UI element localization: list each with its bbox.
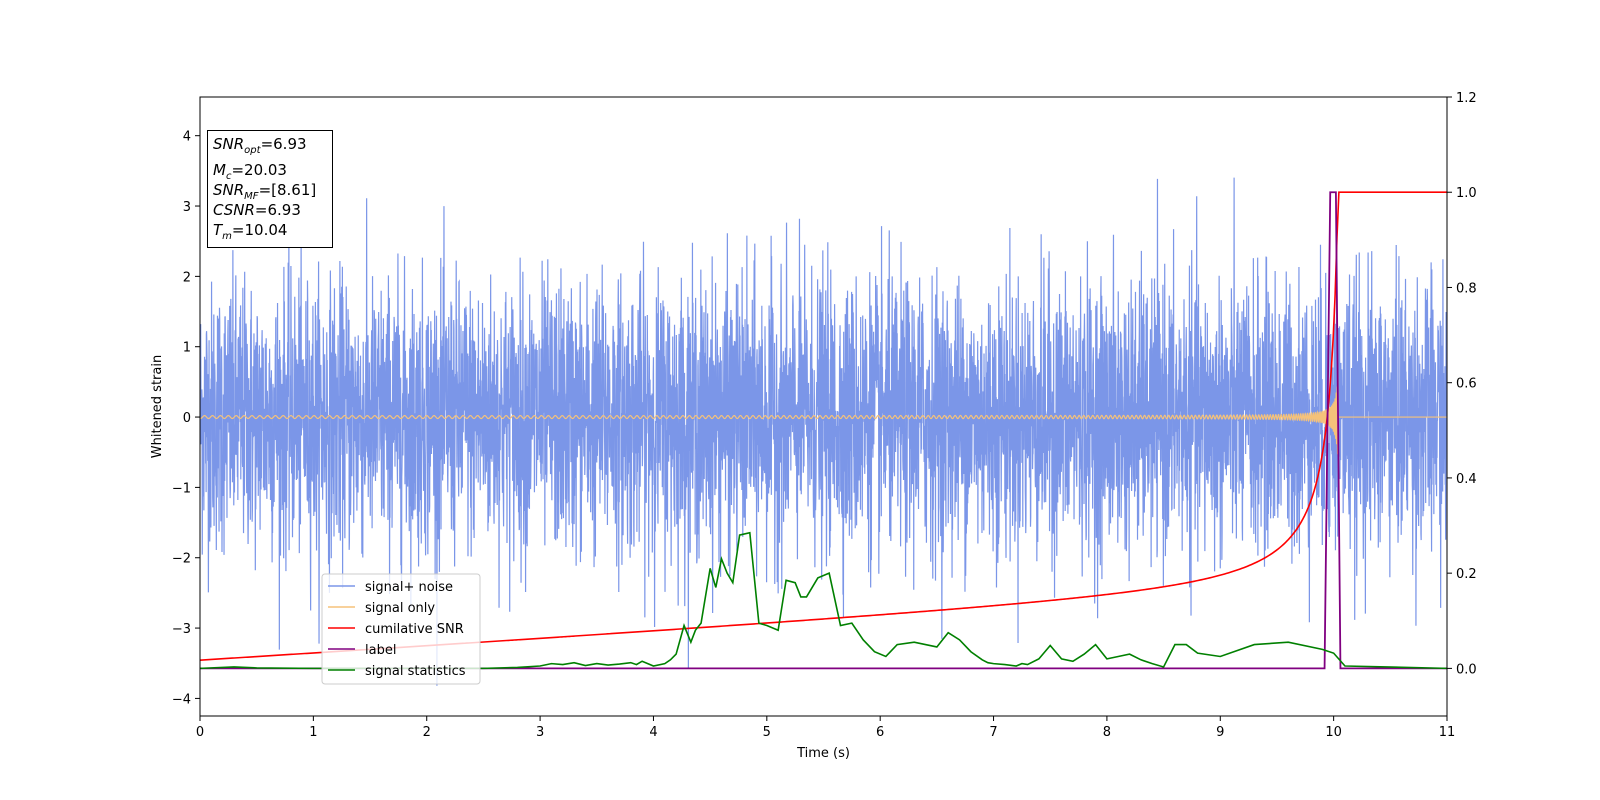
plot-frame <box>199 96 1448 717</box>
x-tick-label: 7 <box>989 725 997 740</box>
y-tick-label-left: 2 <box>183 270 191 285</box>
x-axis-label: Time (s) <box>796 746 850 761</box>
y-tick-label-left: −1 <box>172 481 191 496</box>
y-tick-label-left: 3 <box>183 200 191 215</box>
legend: signal+ noise signal only cumilative SNR la… <box>321 573 481 685</box>
y-tick-label-right: 0.6 <box>1456 377 1477 392</box>
x-tick-label: 5 <box>763 725 771 740</box>
y-tick-label-right: 0.4 <box>1456 472 1477 487</box>
y-tick-label-right: 0.8 <box>1456 281 1477 296</box>
y-tick-label-left: −2 <box>172 552 191 567</box>
legend-frame <box>321 573 481 685</box>
annotation-snr-opt: SNRopt=6.93 <box>213 135 307 156</box>
y-tick-label-left: −3 <box>172 622 191 637</box>
series-signal-only <box>200 373 1447 455</box>
y-tick-label-right: 1.0 <box>1456 186 1477 201</box>
annotation-snr-mf: SNRMF=[8.61] <box>213 181 317 202</box>
x-tick-label: 6 <box>876 725 884 740</box>
x-tick-label: 2 <box>423 725 431 740</box>
y-tick-label-left: 1 <box>183 341 191 356</box>
series-label <box>200 191 1447 670</box>
y-axis-label: Whitened strain <box>150 355 165 458</box>
legend-label: signal only <box>365 601 435 616</box>
annotation-mc: Mc=20.03 <box>213 161 287 182</box>
y-axis-right: 0.0 0.2 0.4 0.6 0.8 1.0 1.2 <box>1447 91 1477 677</box>
annotation-tm: Tm=10.04 <box>213 221 288 242</box>
legend-label: signal statistics <box>365 664 466 679</box>
x-tick-label: 10 <box>1325 725 1342 740</box>
y-tick-label-right: 0.2 <box>1456 567 1477 582</box>
y-tick-label-right: 1.2 <box>1456 91 1477 106</box>
series-signal-noise <box>200 177 1447 686</box>
x-tick-label: 8 <box>1103 725 1111 740</box>
x-tick-label: 4 <box>649 725 657 740</box>
legend-label: signal+ noise <box>365 580 453 595</box>
x-tick-label: 11 <box>1439 725 1456 740</box>
y-tick-label-left: 4 <box>183 130 191 145</box>
x-tick-label: 0 <box>196 725 204 740</box>
y-axis-left: −4 −3 −2 −1 0 1 2 3 4 <box>172 130 200 707</box>
annotation-box: SNRopt=6.93 Mc=20.03 SNRMF=[8.61] CSNR=6… <box>207 130 333 248</box>
y-tick-label-right: 0.0 <box>1456 662 1477 677</box>
x-axis: 0 1 2 3 4 5 6 7 8 9 10 11 <box>196 716 1455 740</box>
series-signal-statistics <box>200 531 1447 670</box>
y-tick-label-left: −4 <box>172 692 191 707</box>
y-tick-label-left: 0 <box>183 411 191 426</box>
x-tick-label: 3 <box>536 725 544 740</box>
legend-label: cumilative SNR <box>365 622 464 637</box>
x-tick-label: 9 <box>1216 725 1224 740</box>
annotation-csnr: CSNR=6.93 <box>213 201 301 219</box>
legend-label: label <box>365 643 396 658</box>
x-tick-label: 1 <box>309 725 317 740</box>
